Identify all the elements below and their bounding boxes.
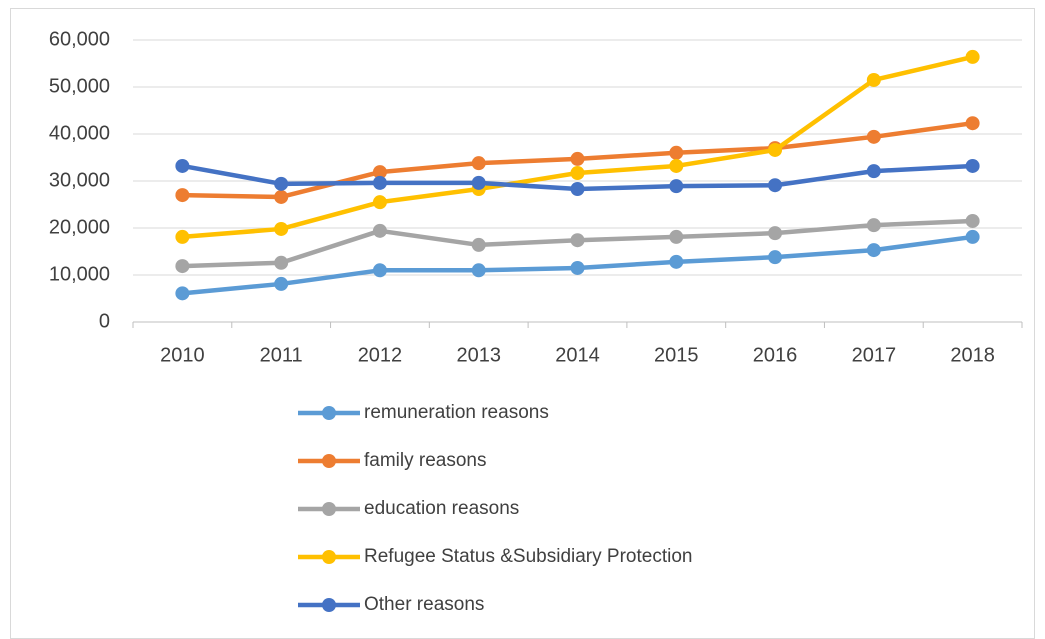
data-point	[372, 175, 387, 190]
data-point	[669, 158, 684, 173]
legend-label: education reasons	[364, 498, 519, 519]
y-tick-label: 20,000	[49, 216, 110, 238]
data-point	[965, 49, 980, 64]
data-point	[471, 175, 486, 190]
data-point	[175, 188, 190, 203]
legend-marker	[322, 598, 336, 612]
x-tick-label: 2010	[160, 344, 205, 366]
data-point	[274, 189, 289, 204]
x-tick-label: 2018	[950, 344, 995, 366]
data-point	[866, 164, 881, 179]
data-point	[570, 166, 585, 181]
legend-marker	[322, 406, 336, 420]
data-point	[866, 129, 881, 144]
data-point	[669, 254, 684, 269]
data-point	[866, 72, 881, 87]
x-tick-label: 2012	[358, 344, 403, 366]
data-point	[768, 142, 783, 157]
data-point	[175, 286, 190, 301]
data-point	[965, 213, 980, 228]
y-tick-label: 0	[99, 310, 110, 332]
data-point	[570, 260, 585, 275]
data-point	[175, 259, 190, 274]
x-tick-label: 2017	[852, 344, 897, 366]
y-tick-label: 10,000	[49, 263, 110, 285]
x-tick-label: 2013	[456, 344, 501, 366]
y-tick-label: 50,000	[49, 75, 110, 97]
legend-label: Refugee Status &Subsidiary Protection	[364, 546, 692, 567]
data-point	[175, 229, 190, 244]
data-point	[372, 195, 387, 210]
data-point	[669, 179, 684, 194]
data-point	[570, 181, 585, 196]
x-tick-label: 2011	[260, 344, 303, 366]
data-point	[866, 243, 881, 258]
y-tick-label: 60,000	[49, 28, 110, 50]
data-point	[965, 158, 980, 173]
data-point	[768, 226, 783, 241]
data-point	[965, 229, 980, 244]
data-point	[274, 255, 289, 270]
data-point	[669, 229, 684, 244]
chart-frame	[10, 8, 1035, 639]
data-point	[768, 178, 783, 193]
data-point	[570, 151, 585, 166]
data-point	[372, 263, 387, 278]
legend-label: family reasons	[364, 450, 487, 471]
data-point	[471, 156, 486, 171]
data-point	[372, 165, 387, 180]
data-point	[372, 223, 387, 238]
data-point	[274, 221, 289, 236]
data-point	[669, 145, 684, 160]
data-point	[965, 116, 980, 131]
legend-marker	[322, 454, 336, 468]
legend-label: Other reasons	[364, 594, 484, 615]
data-point	[274, 176, 289, 191]
legend-marker	[322, 502, 336, 516]
data-point	[471, 237, 486, 252]
legend-label: remuneration reasons	[364, 402, 549, 423]
x-tick-label: 2014	[555, 344, 600, 366]
data-point	[471, 263, 486, 278]
x-tick-label: 2016	[753, 344, 798, 366]
data-point	[274, 276, 289, 291]
data-point	[768, 250, 783, 265]
y-tick-label: 30,000	[49, 169, 110, 191]
y-tick-label: 40,000	[49, 122, 110, 144]
data-point	[175, 158, 190, 173]
data-point	[570, 233, 585, 248]
legend-marker	[322, 550, 336, 564]
x-tick-label: 2015	[654, 344, 699, 366]
data-point	[866, 218, 881, 233]
